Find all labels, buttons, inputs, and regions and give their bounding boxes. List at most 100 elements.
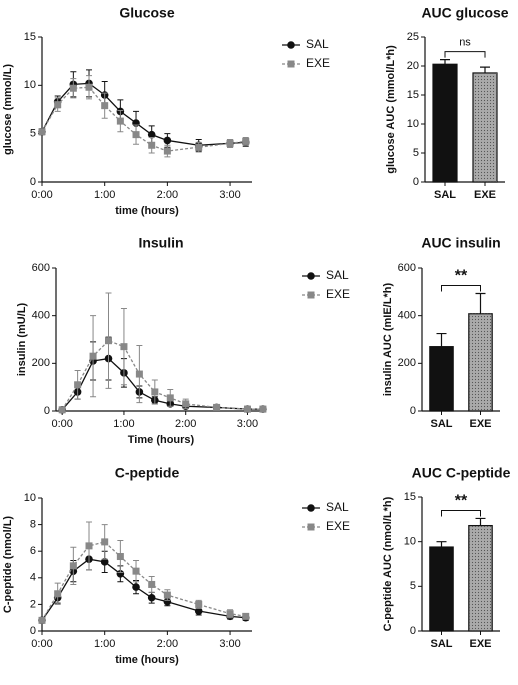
series-line (61, 357, 263, 411)
legend-label: SAL (306, 37, 329, 51)
point (116, 117, 124, 125)
chart-title: Glucose (119, 5, 174, 21)
error-bar (475, 292, 486, 314)
y-tick-label: 0 (44, 405, 50, 417)
y-axis-label: insulin (mU/L) (16, 303, 28, 377)
point (163, 591, 171, 599)
y-tick-label: 25 (407, 31, 419, 43)
chart-title: Insulin (138, 235, 183, 251)
x-tick-label: 0:00 (31, 638, 52, 650)
x-tick-label: 0:00 (31, 189, 52, 201)
point (242, 137, 250, 145)
point (132, 567, 140, 575)
y-tick-label: 10 (404, 536, 416, 548)
bar-pattern (468, 313, 493, 411)
point (132, 131, 140, 139)
bar-pattern (468, 525, 493, 631)
y-axis-label: glucose (mmol/L) (2, 64, 14, 155)
point (195, 600, 203, 608)
point (147, 130, 156, 139)
y-tick-label: 600 (398, 262, 416, 274)
point (182, 400, 190, 408)
significance-bracket (441, 509, 481, 517)
y-tick-label: 4 (30, 572, 36, 584)
point (105, 337, 112, 345)
point (163, 597, 172, 606)
significance-label: ** (455, 493, 468, 510)
error-bar (475, 517, 486, 526)
point (100, 558, 109, 566)
y-tick-label: 400 (32, 310, 50, 322)
legend-label: SAL (326, 500, 349, 514)
legend-marker (307, 291, 315, 299)
y-tick-label: 5 (30, 128, 36, 140)
x-tick-label: EXE (474, 189, 496, 201)
point (243, 405, 251, 413)
chart-title: C-peptide (115, 465, 180, 481)
series-line (41, 82, 246, 146)
y-axis-label: insulin AUC (mIE/L*h) (382, 283, 394, 397)
legend-marker (287, 41, 295, 49)
point (58, 406, 66, 414)
y-tick-label: 200 (398, 357, 416, 369)
point (259, 405, 267, 413)
significance-label: ** (455, 268, 468, 285)
y-tick-label: 10 (24, 79, 36, 91)
chart-title: AUC glucose (421, 5, 508, 21)
point (194, 607, 203, 615)
legend-label: EXE (326, 519, 350, 533)
point (101, 102, 109, 110)
x-tick-label: SAL (434, 189, 456, 201)
point (54, 101, 62, 109)
chart-title: AUC C-peptide (412, 465, 511, 481)
point (226, 139, 234, 147)
y-tick-label: 0 (410, 625, 416, 637)
point (151, 388, 159, 396)
y-tick-label: 8 (30, 519, 36, 531)
x-axis-label: time (hours) (115, 205, 179, 217)
x-tick-label: 1:00 (94, 189, 115, 201)
y-tick-label: 0 (30, 625, 36, 637)
x-tick-label: 2:00 (157, 189, 178, 201)
bar (432, 63, 458, 183)
bar-pattern (473, 72, 497, 182)
point (148, 141, 156, 149)
y-tick-label: 400 (398, 310, 416, 322)
y-axis-label: glucose AUC (mmol/L*h) (385, 45, 397, 174)
point (38, 616, 46, 624)
point (195, 143, 203, 151)
point (69, 84, 77, 92)
legend-marker (307, 272, 315, 280)
y-tick-label: 5 (413, 147, 419, 159)
point (89, 352, 97, 360)
x-tick-label: EXE (469, 638, 491, 650)
x-tick-label: 3:00 (219, 638, 240, 650)
error-bar (436, 541, 447, 548)
point (147, 593, 156, 602)
y-tick-label: 0 (413, 176, 419, 188)
point (85, 83, 93, 91)
point (101, 538, 109, 546)
point (74, 381, 82, 389)
y-tick-label: 6 (30, 545, 36, 557)
error-bar (480, 66, 490, 73)
error-bar (436, 332, 447, 347)
x-axis-label: Time (hours) (128, 434, 195, 446)
y-tick-label: 10 (407, 118, 419, 130)
series-line (61, 339, 263, 411)
point (135, 370, 143, 378)
point (163, 147, 171, 155)
y-axis-label: C-peptide (nmol/L) (2, 516, 14, 613)
y-tick-label: 2 (30, 598, 36, 610)
series-line (41, 541, 246, 621)
y-tick-label: 15 (407, 89, 419, 101)
y-tick-label: 0 (30, 176, 36, 188)
y-tick-label: 5 (410, 580, 416, 592)
x-tick-label: SAL (431, 418, 453, 430)
point (116, 570, 125, 578)
x-tick-label: 3:00 (237, 418, 258, 430)
legend-marker (287, 60, 295, 68)
significance-label: ns (459, 37, 471, 49)
point (116, 553, 124, 561)
legend-label: SAL (326, 268, 349, 282)
